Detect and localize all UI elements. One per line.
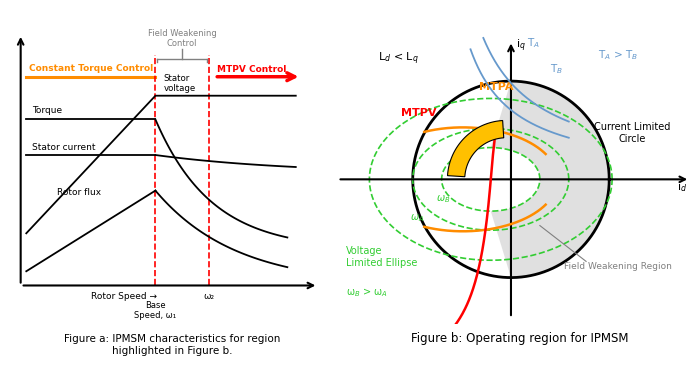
Text: ω$_A$: ω$_A$ — [410, 212, 424, 224]
Text: MTPV: MTPV — [401, 108, 437, 118]
Text: ω₂: ω₂ — [203, 292, 214, 300]
Text: Rotor Speed →: Rotor Speed → — [91, 292, 157, 300]
Text: ω$_B$ > ω$_A$: ω$_B$ > ω$_A$ — [347, 286, 389, 299]
Text: Voltage
Limited Ellipse: Voltage Limited Ellipse — [347, 246, 418, 268]
Text: Field Weakening Region: Field Weakening Region — [564, 262, 672, 271]
Text: MTPV Control: MTPV Control — [217, 66, 287, 74]
Text: Constant Torque Control: Constant Torque Control — [29, 64, 154, 73]
Text: i$_d$: i$_d$ — [677, 180, 687, 194]
Text: Current Limited
Circle: Current Limited Circle — [594, 122, 670, 144]
Text: T$_A$ > T$_B$: T$_A$ > T$_B$ — [597, 48, 638, 62]
Text: Torque: Torque — [32, 107, 62, 116]
Text: Figure a: IPMSM characteristics for region
highlighted in Figure b.: Figure a: IPMSM characteristics for regi… — [64, 334, 280, 356]
Polygon shape — [491, 81, 609, 277]
Text: MTPA: MTPA — [479, 82, 514, 92]
Text: Figure b: Operating region for IPMSM: Figure b: Operating region for IPMSM — [411, 332, 628, 346]
Text: Rotor flux: Rotor flux — [57, 188, 101, 197]
Text: Field Weakening
Control: Field Weakening Control — [147, 29, 216, 48]
Text: L$_d$ < L$_q$: L$_d$ < L$_q$ — [378, 50, 419, 67]
Text: ω$_B$: ω$_B$ — [436, 193, 451, 205]
Text: i$_q$: i$_q$ — [515, 38, 526, 54]
Text: Stator current: Stator current — [32, 143, 95, 152]
Polygon shape — [448, 120, 504, 177]
Text: Base
Speed, ω₁: Base Speed, ω₁ — [134, 301, 176, 320]
Text: T$_A$: T$_A$ — [527, 37, 540, 50]
Text: T$_B$: T$_B$ — [551, 63, 564, 76]
Text: Stator
voltage: Stator voltage — [164, 74, 196, 93]
